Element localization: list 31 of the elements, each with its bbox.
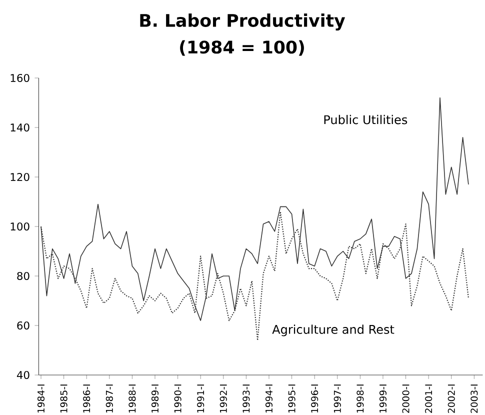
- x-tick-label: 2001-I: [425, 384, 432, 413]
- x-tick-label: 1991-I: [197, 384, 204, 413]
- x-tick-label: 1985-I: [60, 384, 68, 413]
- series-label: Agriculture and Rest: [272, 324, 394, 336]
- x-tick-label: 2002-I: [448, 384, 455, 413]
- x-tick-label: 2000-I: [402, 384, 410, 413]
- x-tick-label: 1995-I: [288, 384, 296, 413]
- y-tick-label: 40: [16, 370, 30, 380]
- x-tick-label: 1987-I: [106, 384, 113, 413]
- x-tick-label: 1992-I: [220, 384, 227, 413]
- y-tick-label: 80: [17, 272, 30, 280]
- x-tick-label: 1999-I: [379, 384, 387, 413]
- x-tick-label: 1994-I: [265, 384, 273, 413]
- x-tick-label: 1986-I: [83, 384, 90, 413]
- x-tick-label: 1998-I: [356, 384, 364, 413]
- x-tick-label: 1990-I: [174, 384, 182, 413]
- y-tick-label: 160: [10, 74, 30, 82]
- x-tick-label: 1996-I: [311, 384, 318, 413]
- text: Public Utilities: [324, 114, 408, 124]
- x-tick-label: 2003-I: [470, 384, 478, 413]
- x-tick-label: 1989-I: [151, 384, 159, 413]
- chart-subtitle: (1984 = 100): [180, 40, 304, 56]
- y-tick-label: 100: [10, 222, 30, 231]
- y-tick-label: 140: [10, 123, 30, 132]
- y-tick-label: 120: [10, 172, 30, 182]
- x-tick-label: 1988-I: [128, 384, 136, 413]
- x-tick-label: 1997-I: [334, 384, 341, 413]
- x-tick-label: 1993-I: [242, 384, 250, 413]
- x-tick-label: 1984-I: [37, 384, 45, 413]
- y-tick-label: 60: [17, 321, 30, 330]
- chart-title: B. Labor Productivity: [140, 14, 346, 30]
